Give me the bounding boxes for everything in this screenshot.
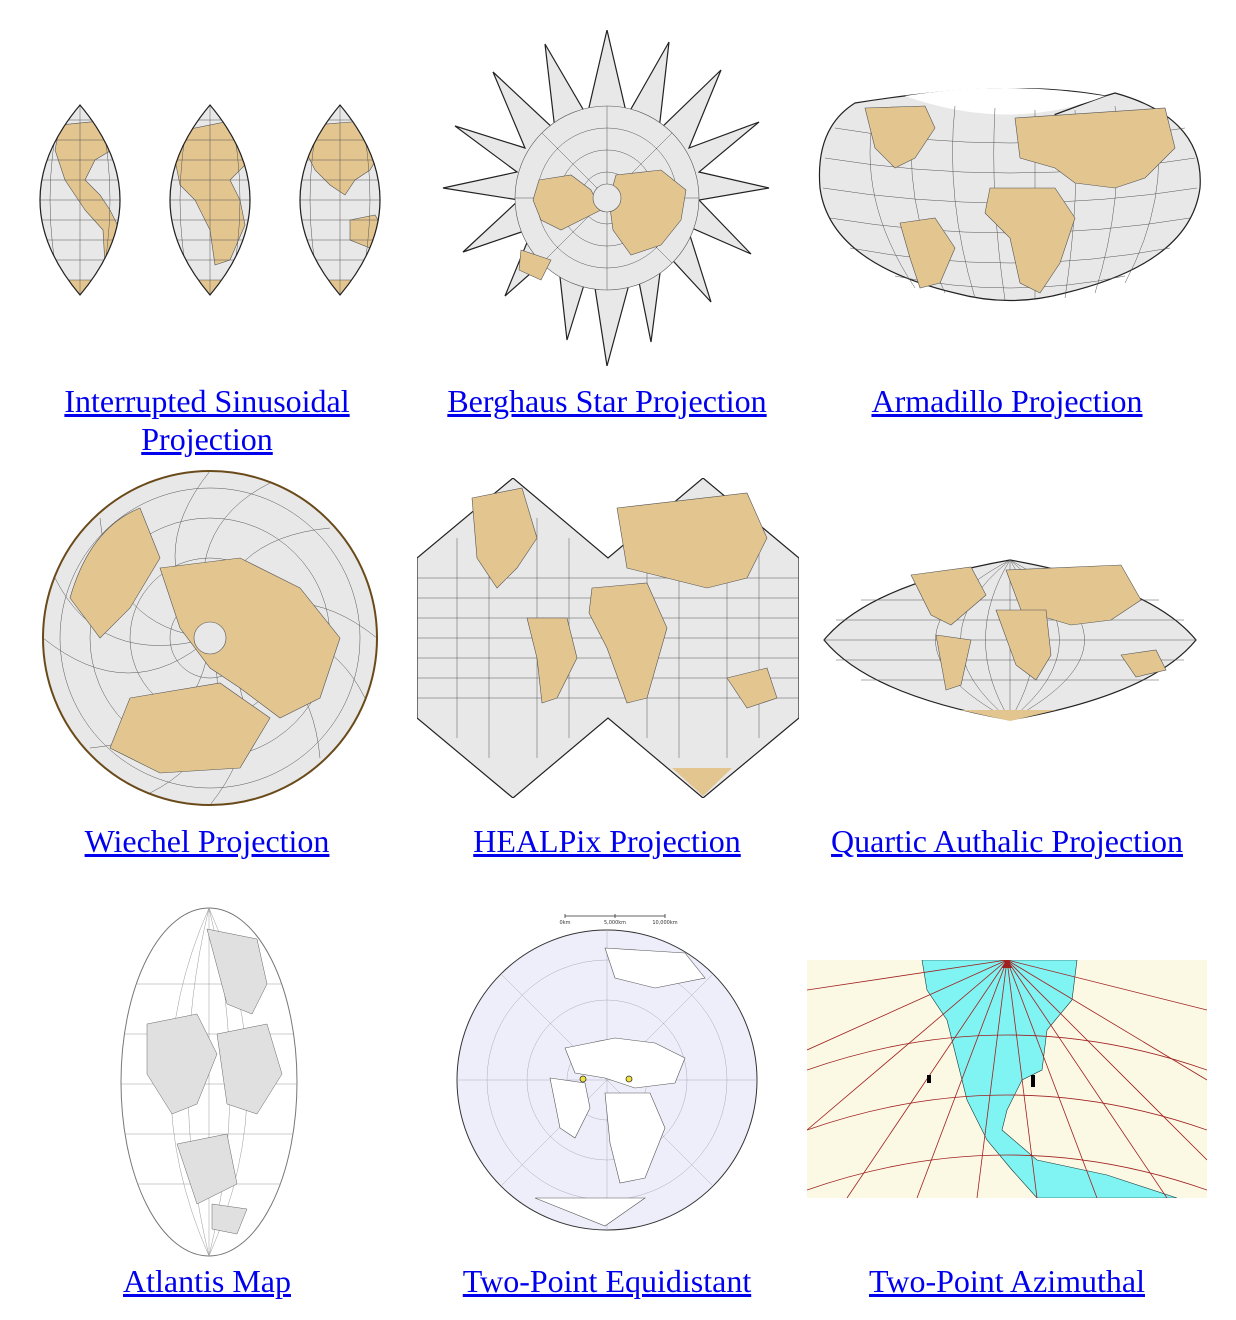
quartic-authalic-link[interactable]: Quartic Authalic Projection [831, 823, 1183, 859]
berghaus-star-link[interactable]: Berghaus Star Projection [447, 383, 767, 419]
caption-healpix: HEALPix Projection [407, 822, 807, 860]
atlantis-map[interactable] [117, 904, 301, 1260]
scale-label-1: 5,000km [604, 920, 626, 926]
two-point-azimuthal-map[interactable] [807, 960, 1207, 1198]
two-point-equidistant-map[interactable]: 0km 5,000km 10,000km [455, 908, 759, 1232]
scale-bar [564, 914, 666, 918]
two-point-azimuthal-link[interactable]: Two-Point Azimuthal [869, 1263, 1145, 1299]
point-marker [625, 1075, 633, 1083]
caption-atlantis: Atlantis Map [7, 1262, 407, 1300]
point-marker [927, 1075, 931, 1083]
two-point-equidistant-link[interactable]: Two-Point Equidistant [462, 1263, 752, 1299]
caption-armadillo: Armadillo Projection [807, 382, 1207, 420]
healpix-link[interactable]: HEALPix Projection [473, 823, 741, 859]
interrupted-sinusoidal-map[interactable] [15, 100, 405, 300]
healpix-map[interactable] [417, 478, 799, 798]
quartic-authalic-map[interactable] [821, 555, 1199, 725]
interrupted-sinusoidal-link[interactable]: Interrupted Sinusoidal Projection [64, 383, 350, 457]
berghaus-star-map[interactable] [441, 30, 773, 366]
scale-label-2: 10,000km [652, 920, 677, 926]
caption-two-point-equidistant: Two-Point Equidistant [407, 1262, 807, 1300]
caption-wiechel: Wiechel Projection [7, 822, 407, 860]
caption-berghaus-star: Berghaus Star Projection [407, 382, 807, 420]
wiechel-map[interactable] [40, 468, 380, 808]
scale-label-0: 0km [560, 920, 571, 926]
atlantis-link[interactable]: Atlantis Map [123, 1263, 291, 1299]
caption-quartic-authalic: Quartic Authalic Projection [807, 822, 1207, 860]
point-marker [1031, 1075, 1035, 1087]
armadillo-map[interactable] [815, 88, 1205, 306]
caption-two-point-azimuthal: Two-Point Azimuthal [807, 1262, 1207, 1300]
armadillo-link[interactable]: Armadillo Projection [871, 383, 1143, 419]
point-marker [579, 1075, 587, 1083]
wiechel-link[interactable]: Wiechel Projection [84, 823, 330, 859]
caption-interrupted-sinusoidal: Interrupted Sinusoidal Projection [7, 382, 407, 458]
